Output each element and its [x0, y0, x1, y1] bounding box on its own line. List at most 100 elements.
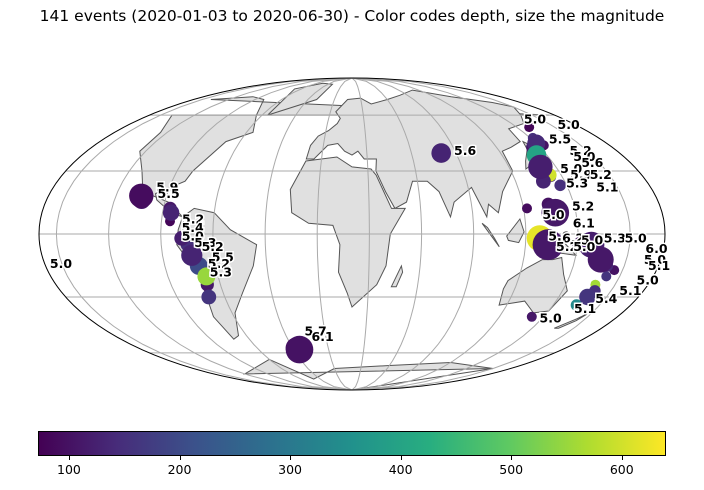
event-marker: [526, 311, 537, 322]
magnitude-label: 5.6: [454, 143, 476, 158]
magnitude-label: 5.0: [637, 273, 659, 288]
world-map: 5.95.55.25.45.05.35.25.55.25.35.76.15.65…: [38, 77, 672, 391]
event-marker: [579, 288, 596, 306]
magnitude-label: 5.7: [305, 324, 327, 339]
map-outline: [38, 77, 666, 391]
event-marker: [554, 179, 566, 192]
magnitude-label: 5.4: [595, 291, 617, 306]
magnitude-label: 5.0: [644, 252, 666, 267]
chart-title: 141 events (2020-01-03 to 2020-06-30) - …: [39, 7, 665, 25]
event-markers: [129, 122, 620, 364]
event-marker: [129, 183, 154, 208]
magnitude-label: 5.2: [572, 199, 594, 214]
magnitude-label: 5.2: [182, 211, 204, 226]
landmass-7: [506, 217, 525, 244]
meridian-line: [351, 78, 631, 390]
colorbar-tick: [621, 456, 623, 460]
magnitude-label: 5.9: [570, 167, 592, 182]
magnitude-label: 5.0: [524, 112, 546, 127]
magnitude-label: 5.0: [573, 149, 595, 164]
meridian-line: [316, 78, 353, 390]
meridian-line: [351, 78, 370, 390]
magnitude-label: 6.1: [312, 329, 334, 344]
magnitude-label: 5.3: [566, 175, 588, 190]
magnitude-label: 5.0: [558, 117, 580, 132]
magnitude-label: 5.2: [590, 167, 612, 182]
colorbar-tick: [290, 456, 292, 460]
event-marker: [201, 289, 217, 305]
magnitude-label: 5.3: [210, 264, 232, 279]
magnitude-label: 5.5: [549, 132, 571, 147]
magnitude-label: 5.3: [604, 231, 626, 246]
event-marker: [162, 204, 180, 221]
magnitude-labels: 5.95.55.25.45.05.35.25.55.25.35.76.15.65…: [48, 110, 671, 345]
magnitude-label: 6.1: [573, 216, 595, 231]
magnitude-label: 5.0: [625, 231, 647, 246]
magnitude-label: 5.2: [570, 143, 592, 158]
event-marker: [197, 267, 216, 286]
colorbar-tick: [179, 456, 181, 460]
magnitude-label: 5.0: [50, 256, 72, 271]
magnitude-label: 5.0: [573, 239, 595, 254]
magnitude-label: 5.1: [596, 180, 618, 195]
magnitude-label: 5.0: [542, 207, 564, 222]
magnitude-label: 5.0: [540, 311, 562, 326]
magnitude-label: 5.5: [158, 186, 180, 201]
colorbar-tick-label: 200: [167, 462, 192, 477]
magnitude-label: 5.4: [182, 220, 204, 235]
landmass-4: [289, 156, 407, 308]
event-marker: [522, 203, 532, 214]
colorbar-tick-label: 500: [499, 462, 524, 477]
meridian-line: [351, 78, 527, 390]
landmass-6: [481, 222, 500, 248]
magnitude-label: 5.0: [581, 233, 603, 248]
magnitude-label: 5.0: [548, 228, 570, 243]
colorbar-tick-label: 400: [388, 462, 413, 477]
magnitude-label: 6.0: [645, 241, 667, 256]
event-marker: [532, 229, 564, 261]
event-marker: [285, 335, 314, 364]
meridian-line: [108, 78, 353, 390]
event-marker: [570, 299, 583, 311]
event-marker: [528, 154, 553, 180]
colorbar-tick-label: 600: [609, 462, 634, 477]
colorbar-tick-label: 300: [278, 462, 302, 477]
event-marker: [524, 122, 535, 133]
meridian-line: [160, 78, 353, 390]
magnitude-label: 5.2: [208, 256, 230, 271]
magnitude-label: 5.1: [619, 283, 641, 298]
colorbar-tick-label: 100: [57, 462, 81, 477]
magnitude-label: 5.1: [648, 258, 670, 273]
event-marker: [174, 230, 190, 246]
meridian-line: [212, 78, 353, 390]
landmass-11: [390, 264, 404, 288]
magnitude-label: 5.0: [560, 161, 582, 176]
colorbar-tick: [400, 456, 402, 460]
landmass-0: [139, 96, 549, 218]
event-marker: [181, 244, 203, 266]
magnitude-label: 5.5: [212, 250, 234, 265]
event-marker: [587, 246, 614, 273]
colorbar-tick: [511, 456, 513, 460]
meridian-line: [351, 78, 579, 390]
landmass-12: [242, 358, 494, 390]
landmass-5: [498, 256, 568, 314]
magnitude-label: 5.2: [556, 239, 578, 254]
magnitude-label: 5.1: [574, 301, 596, 316]
colorbar-tick: [68, 456, 70, 460]
meridian-line: [55, 78, 353, 390]
magnitude-label: 6.2: [562, 231, 584, 246]
magnitude-label: 5.2: [202, 239, 224, 254]
landmass-2: [267, 82, 334, 116]
magnitude-label: 5.9: [156, 180, 178, 195]
magnitude-label: 5.6: [581, 155, 603, 170]
meridian-line: [351, 78, 475, 390]
magnitude-label: 5.3: [194, 235, 216, 250]
event-marker: [601, 271, 612, 282]
meridian-line: [351, 78, 423, 390]
event-marker: [431, 143, 452, 163]
colorbar: [38, 431, 666, 456]
event-marker: [541, 198, 570, 227]
magnitude-label: 5.0: [182, 228, 204, 243]
landmass-10: [554, 312, 590, 329]
